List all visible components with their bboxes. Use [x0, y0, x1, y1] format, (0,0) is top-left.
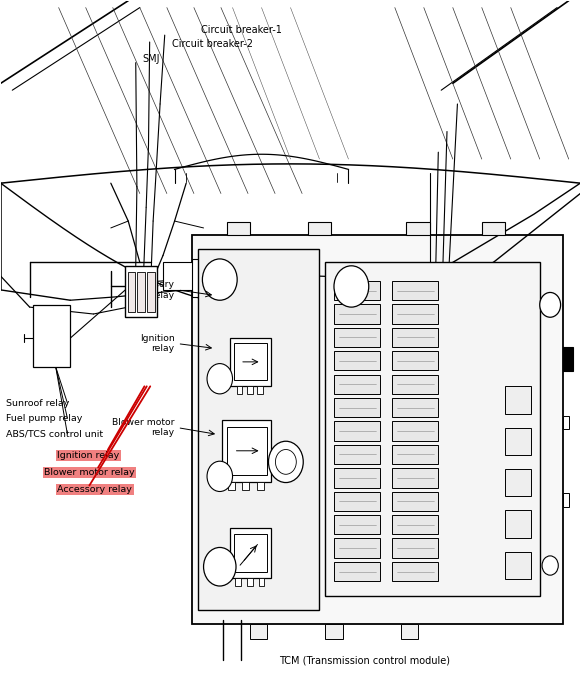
Bar: [125, 266, 157, 317]
Bar: [227, 222, 250, 235]
Bar: [128, 272, 135, 312]
Bar: [392, 538, 438, 558]
Bar: [334, 538, 381, 558]
Bar: [334, 351, 381, 371]
Bar: [247, 578, 253, 586]
Bar: [192, 259, 235, 297]
Bar: [127, 268, 156, 315]
Bar: [392, 515, 438, 534]
Bar: [242, 482, 249, 490]
Bar: [505, 469, 531, 497]
Bar: [392, 375, 438, 394]
Bar: [334, 515, 381, 534]
Bar: [334, 562, 381, 581]
Bar: [392, 281, 438, 300]
Bar: [563, 415, 569, 429]
Text: Accessory
relay: Accessory relay: [128, 280, 174, 299]
Bar: [257, 482, 264, 490]
Bar: [392, 562, 438, 581]
Bar: [198, 248, 320, 610]
Bar: [392, 304, 438, 324]
Bar: [235, 578, 241, 586]
Bar: [236, 386, 242, 394]
Bar: [407, 222, 429, 235]
Text: Ignition relay: Ignition relay: [58, 451, 120, 460]
Bar: [257, 386, 263, 394]
Text: Circuit breaker-1: Circuit breaker-1: [200, 25, 282, 34]
Bar: [505, 551, 531, 579]
Circle shape: [334, 266, 369, 307]
Bar: [229, 528, 271, 578]
Bar: [308, 222, 331, 235]
Bar: [563, 493, 569, 507]
Bar: [334, 469, 381, 488]
Bar: [148, 272, 155, 312]
Bar: [325, 262, 540, 596]
Bar: [392, 492, 438, 511]
Text: Circuit breaker-2: Circuit breaker-2: [171, 39, 253, 48]
Text: SMJ: SMJ: [143, 55, 160, 64]
Text: Ignition
relay: Ignition relay: [140, 334, 174, 353]
Bar: [392, 328, 438, 347]
Bar: [392, 351, 438, 371]
Bar: [392, 398, 438, 417]
Bar: [234, 344, 267, 380]
Circle shape: [207, 364, 232, 394]
Circle shape: [275, 449, 296, 474]
Bar: [334, 328, 381, 347]
Circle shape: [268, 441, 303, 482]
Bar: [334, 304, 381, 324]
Bar: [505, 386, 531, 414]
Bar: [228, 482, 235, 490]
Bar: [334, 445, 381, 464]
Bar: [418, 283, 456, 331]
Bar: [401, 624, 418, 639]
Circle shape: [542, 556, 558, 575]
Text: TCM (Transmission control module): TCM (Transmission control module): [279, 656, 450, 665]
Bar: [334, 281, 381, 300]
Bar: [334, 492, 381, 511]
Bar: [192, 235, 563, 624]
Bar: [505, 428, 531, 455]
Bar: [334, 375, 381, 394]
Bar: [33, 305, 70, 367]
Bar: [334, 422, 381, 441]
Circle shape: [203, 547, 236, 586]
Circle shape: [202, 259, 237, 300]
Text: ABS/TCS control unit: ABS/TCS control unit: [6, 429, 103, 438]
Bar: [563, 347, 573, 371]
Bar: [138, 272, 145, 312]
Circle shape: [207, 461, 232, 491]
Bar: [482, 222, 505, 235]
Bar: [227, 426, 267, 475]
Bar: [163, 262, 195, 290]
Bar: [234, 533, 267, 572]
Text: Blower motor
relay: Blower motor relay: [112, 418, 174, 437]
Bar: [392, 422, 438, 441]
Text: Fuel pump relay: Fuel pump relay: [6, 414, 83, 423]
Bar: [392, 445, 438, 464]
Bar: [505, 511, 531, 538]
Bar: [392, 469, 438, 488]
Bar: [222, 420, 271, 482]
Bar: [250, 624, 267, 639]
Circle shape: [540, 293, 561, 317]
Bar: [334, 398, 381, 417]
Text: Blower motor relay: Blower motor relay: [44, 468, 135, 477]
Bar: [259, 578, 264, 586]
Bar: [247, 386, 253, 394]
Bar: [325, 624, 343, 639]
Text: Accessory relay: Accessory relay: [58, 485, 132, 494]
Text: Sunroof relay: Sunroof relay: [6, 399, 70, 408]
Bar: [229, 338, 271, 386]
